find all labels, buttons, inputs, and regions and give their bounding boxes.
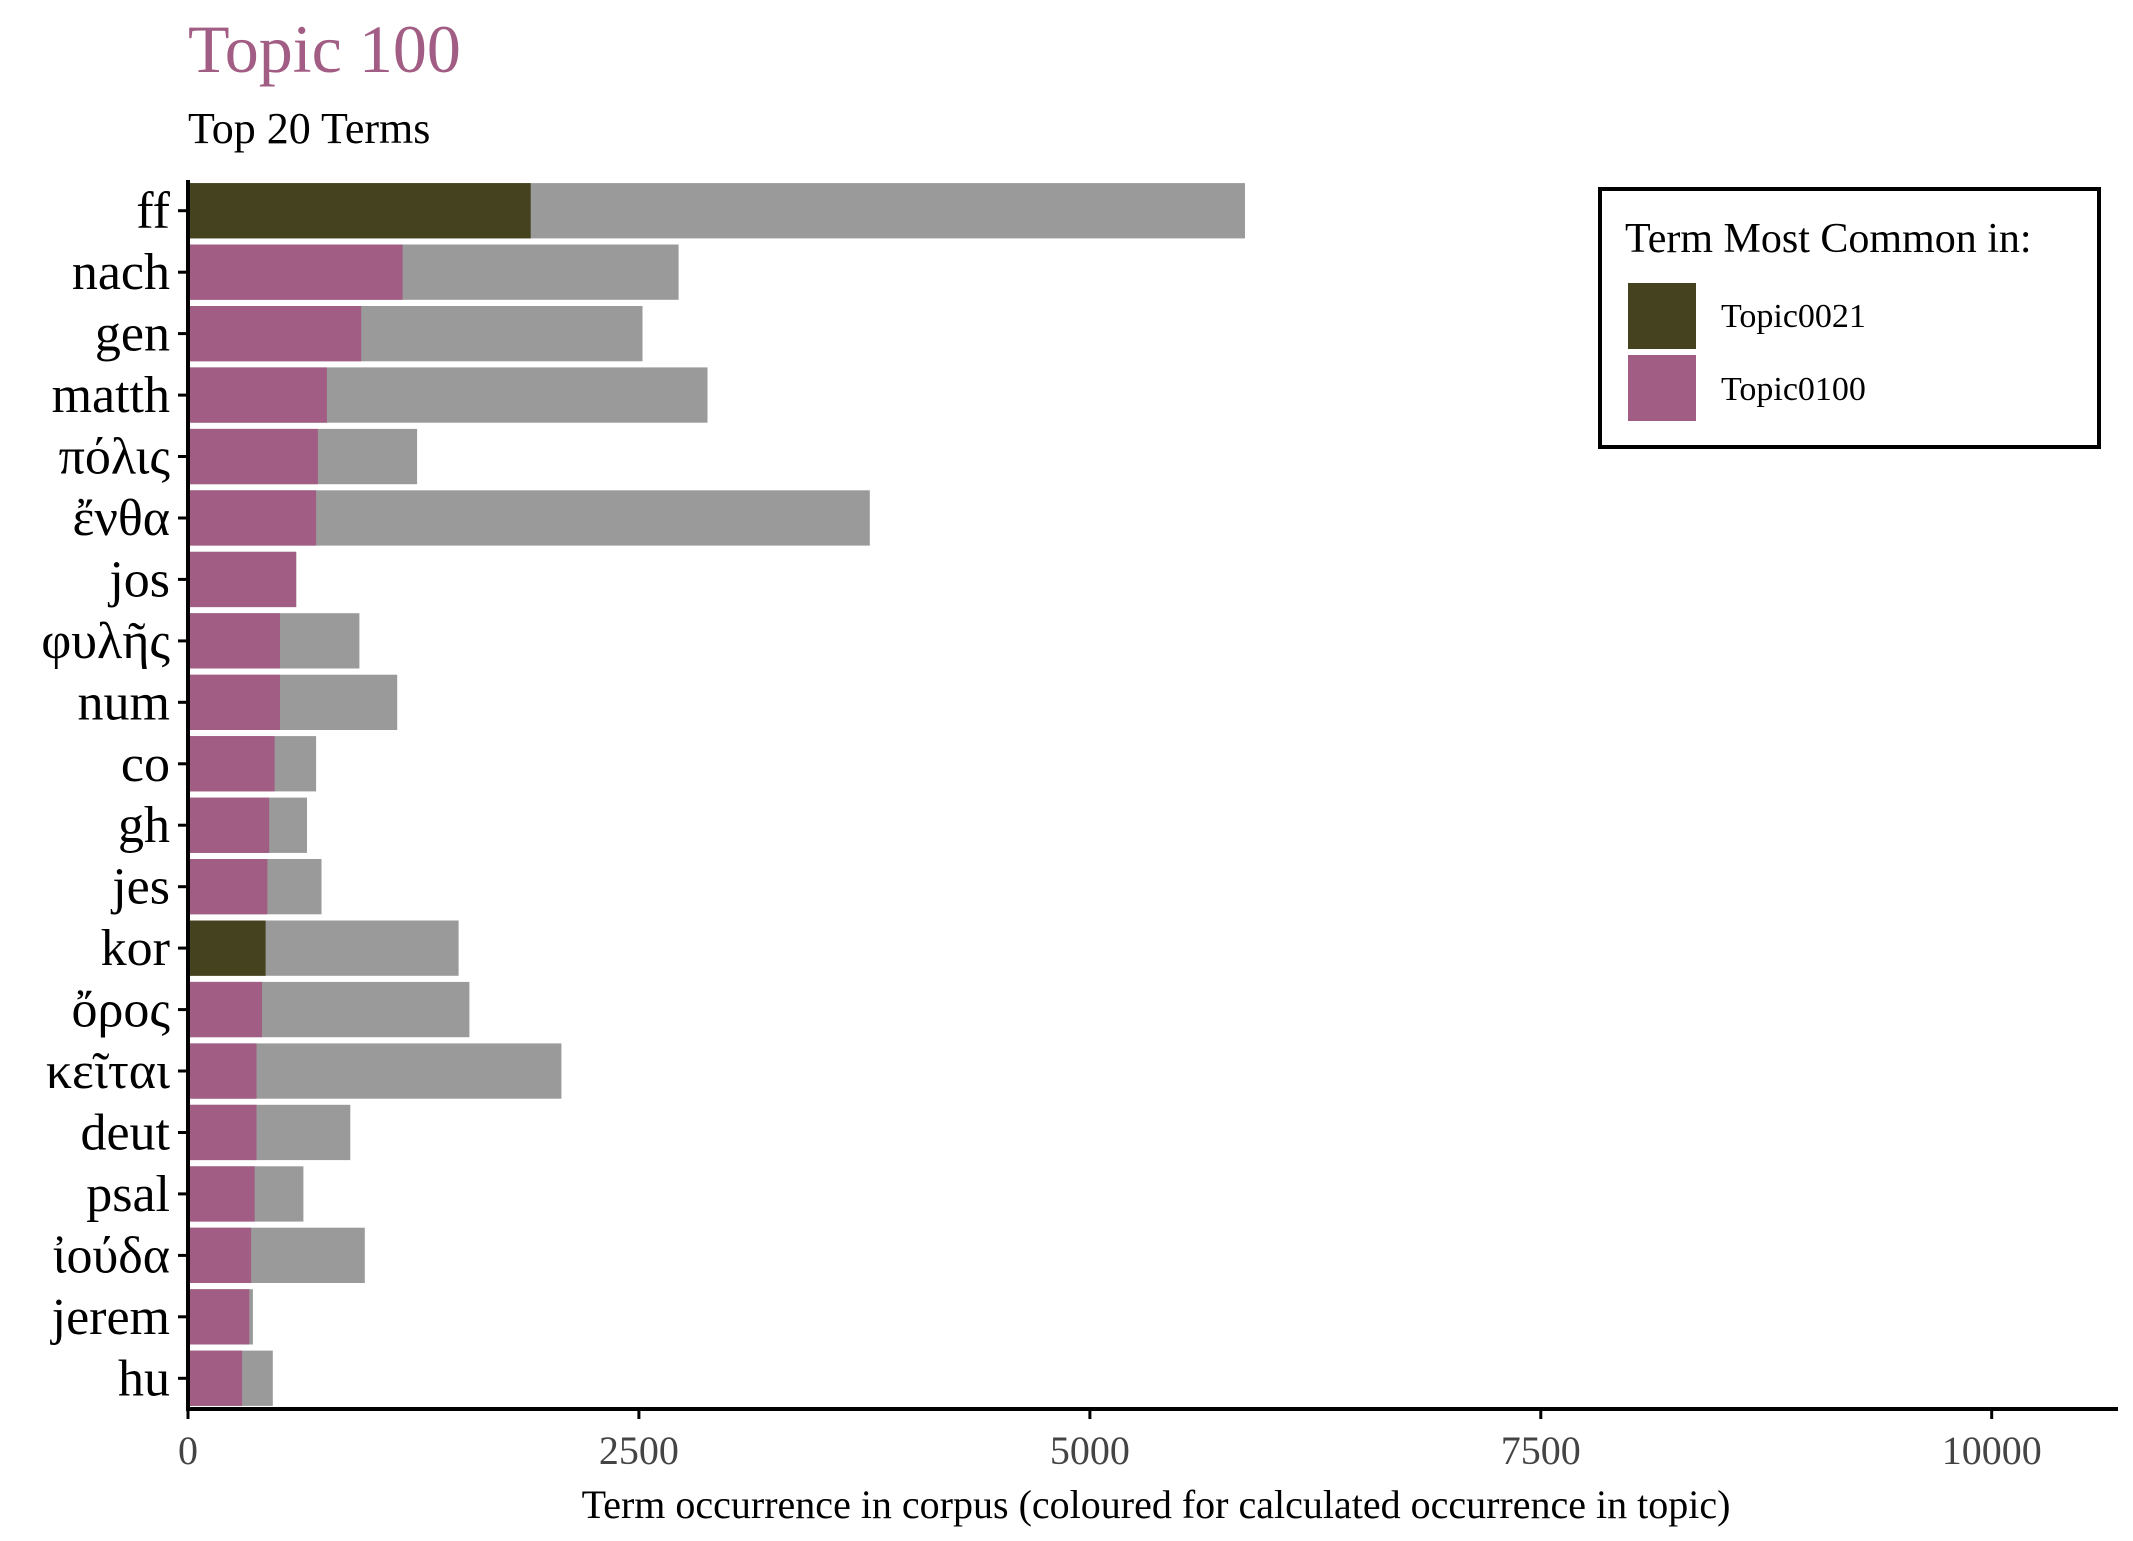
y-tick-label: deut <box>80 1105 170 1162</box>
y-tick-label: num <box>78 674 170 731</box>
topic-bar-15 <box>188 1104 257 1161</box>
y-tick-label: jos <box>107 551 170 608</box>
y-tick-label: ἔνθα <box>73 490 171 547</box>
corpus-bars <box>188 183 1245 1406</box>
legend-swatch-topic0100 <box>1628 355 1696 421</box>
legend-label-topic0021: Topic0021 <box>1721 298 1866 335</box>
x-tick-label: 7500 <box>1501 1428 1581 1473</box>
topic-bar-19 <box>188 1350 243 1406</box>
topic-bar-6 <box>188 551 297 608</box>
chart-title: Topic 100 <box>188 11 461 87</box>
topic-bar-2 <box>188 306 362 362</box>
topic-bar-1 <box>188 244 403 300</box>
legend-title: Term Most Common in: <box>1625 216 2032 262</box>
topic-bar-3 <box>188 367 327 423</box>
chart-subtitle: Top 20 Terms <box>188 104 430 153</box>
legend: Term Most Common in: Topic0021 Topic0100 <box>1598 187 2101 449</box>
topic-bar-17 <box>188 1227 252 1283</box>
x-tick-label: 10000 <box>1942 1428 2042 1473</box>
y-tick-label: psal <box>86 1166 170 1223</box>
topic-bar-7 <box>188 613 280 669</box>
topic-bar-4 <box>188 428 318 485</box>
y-tick-label: jes <box>110 859 170 916</box>
y-tick-label: ὄρος <box>71 982 170 1039</box>
topic-bar-5 <box>188 490 317 546</box>
x-tick-label: 5000 <box>1050 1428 1130 1473</box>
topic-bar-9 <box>188 736 275 792</box>
topic-bar-18 <box>188 1289 250 1345</box>
y-tick-label: φυλῆς <box>41 613 170 670</box>
y-tick-label: gh <box>118 797 170 854</box>
x-tick-label: 2500 <box>599 1428 679 1473</box>
y-tick-label: nach <box>72 244 170 301</box>
topic-bar-0 <box>188 183 531 239</box>
y-tick-label: ἰούδα <box>53 1227 170 1284</box>
y-tick-label: κεῖται <box>46 1043 170 1100</box>
x-axis: 0 2500 5000 7500 10000 <box>178 1407 2118 1473</box>
y-tick-label: matth <box>52 367 170 424</box>
y-tick-label: gen <box>95 306 170 363</box>
topic-bar-14 <box>188 1043 257 1099</box>
x-tick-label: 0 <box>178 1428 198 1473</box>
legend-label-topic0100: Topic0100 <box>1721 371 1866 408</box>
x-axis-label: Term occurrence in corpus (coloured for … <box>582 1482 1731 1527</box>
topic-bar-16 <box>188 1166 255 1222</box>
topic-bars <box>188 183 531 1406</box>
y-tick-label: hu <box>118 1350 170 1407</box>
y-tick-label: ff <box>136 183 170 240</box>
topic-bar-12 <box>188 920 266 976</box>
topic-bar-13 <box>188 981 262 1038</box>
y-tick-label: co <box>121 736 170 793</box>
y-tick-label: kor <box>101 920 170 977</box>
y-axis: ffnachgenmatthπόλιςἔνθαjosφυλῆςnumcoghje… <box>41 180 190 1411</box>
topic-bar-10 <box>188 797 270 853</box>
y-tick-label: jerem <box>50 1289 170 1346</box>
legend-swatch-topic0021 <box>1628 283 1696 349</box>
topic-bar-11 <box>188 859 268 915</box>
y-tick-label: πόλις <box>59 429 171 486</box>
topic-bar-8 <box>188 674 280 730</box>
